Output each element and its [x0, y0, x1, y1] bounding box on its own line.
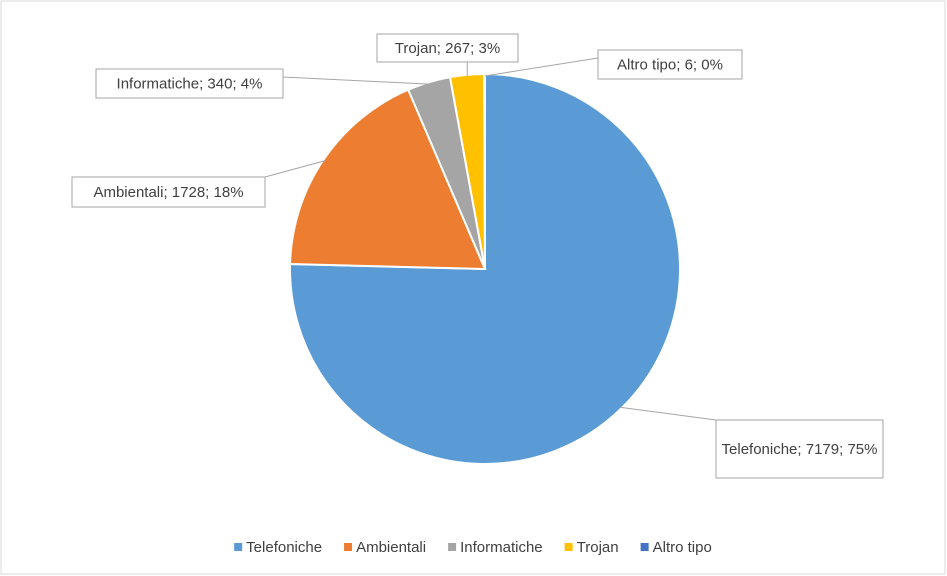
data-label: Telefoniche; 7179; 75% — [722, 441, 878, 458]
leader-line — [282, 76, 430, 85]
label-box — [71, 176, 266, 208]
legend-swatch — [448, 543, 457, 551]
legend-label: Telefoniche — [246, 539, 322, 556]
pie-slice — [289, 88, 487, 271]
label-box — [715, 419, 884, 479]
data-label: Altro tipo; 6; 0% — [617, 56, 723, 73]
label-box — [597, 49, 743, 80]
label-box — [376, 33, 519, 63]
leader-line — [484, 57, 599, 77]
data-label: Ambientali; 1728; 18% — [93, 184, 243, 201]
data-label: Informatiche; 340; 4% — [117, 75, 263, 92]
legend-label: Trojan — [577, 539, 619, 556]
legend-swatch — [640, 543, 649, 551]
legend-swatch — [564, 543, 573, 551]
leader-line — [619, 406, 717, 421]
legend-label: Ambientali — [356, 539, 426, 556]
legend-label: Altro tipo — [653, 539, 712, 556]
legend-swatch — [234, 543, 243, 551]
data-label: Trojan; 267; 3% — [395, 40, 500, 57]
pie-slice — [483, 72, 486, 270]
label-box — [95, 68, 284, 99]
legend-label: Informatiche — [460, 539, 543, 556]
leader-line — [264, 160, 326, 178]
legend-swatch — [344, 543, 353, 551]
